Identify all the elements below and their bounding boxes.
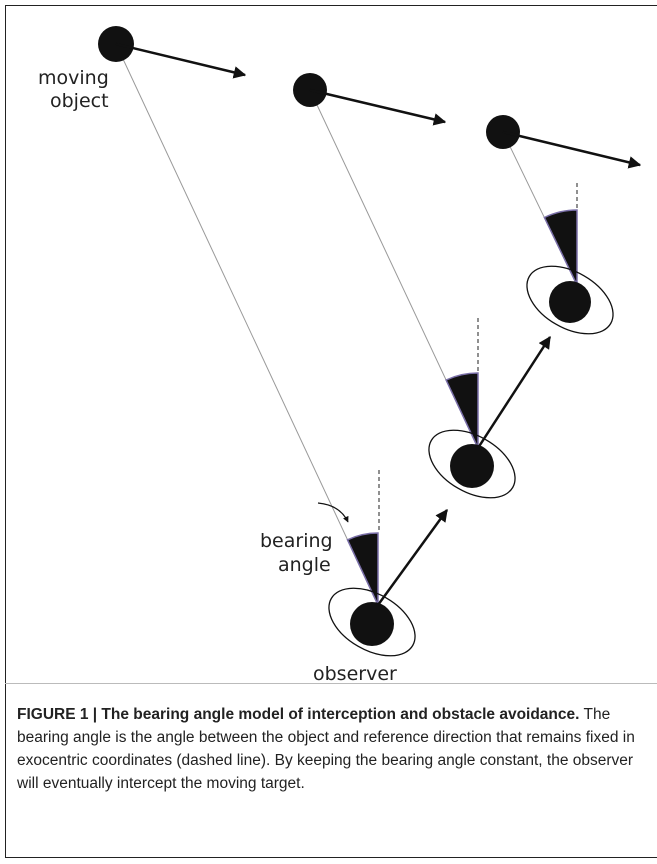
observer-ellipse: [328, 587, 416, 657]
caption-text: The bearing angle is the angle between t…: [17, 706, 635, 792]
sight-line: [115, 43, 379, 606]
angle-pointer: [317, 502, 349, 523]
velocity-arrow: [115, 42, 247, 79]
velocity-arrow: [502, 130, 642, 169]
bearing-wedge: [445, 372, 479, 449]
label: object: [50, 90, 109, 112]
path-arrow: [476, 335, 552, 449]
label: bearing: [260, 530, 333, 552]
observer: [549, 281, 591, 323]
divider: [5, 683, 657, 684]
velocity-arrow: [309, 88, 447, 126]
observer: [350, 602, 394, 646]
path-arrow: [376, 508, 449, 606]
bearing-wedge: [346, 532, 379, 606]
observer: [450, 444, 494, 488]
label: moving: [38, 67, 109, 89]
observer-ellipse: [526, 265, 614, 335]
caption: FIGURE 1 | The bearing angle model of in…: [17, 703, 637, 795]
bearing-wedge: [543, 209, 578, 286]
observer-ellipse: [428, 429, 516, 499]
figure-frame: [5, 5, 657, 858]
diagram: moving object bearing angle observer: [38, 26, 642, 685]
caption-title: FIGURE 1 | The bearing angle model of in…: [17, 706, 580, 723]
label: observer: [313, 663, 397, 685]
label: angle: [278, 554, 331, 576]
